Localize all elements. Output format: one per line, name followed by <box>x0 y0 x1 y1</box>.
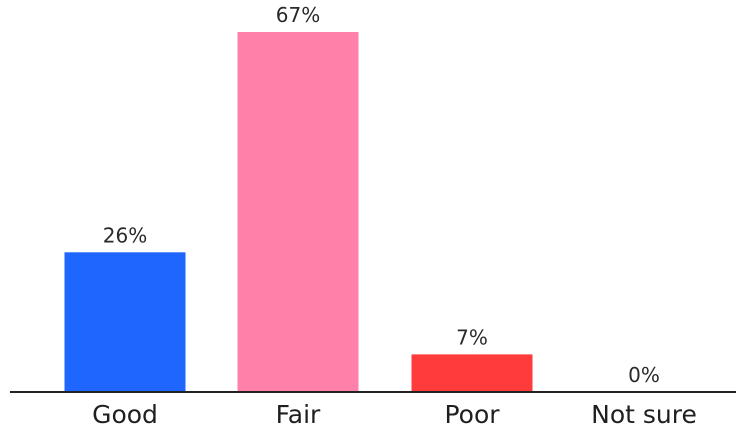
category-label-poor: Poor <box>444 400 500 429</box>
data-label-good: 26% <box>103 223 147 247</box>
data-label-fair: 67% <box>276 3 320 27</box>
bars-group <box>64 32 533 392</box>
category-label-good: Good <box>92 400 158 429</box>
category-label-fair: Fair <box>276 400 321 429</box>
category-label-not-sure: Not sure <box>591 400 697 429</box>
data-label-not-sure: 0% <box>628 363 660 387</box>
bar-poor <box>411 354 533 392</box>
data-labels-group: 26% 67% 7% 0% <box>103 3 660 387</box>
bar-good <box>64 252 186 392</box>
bar-fair <box>237 32 359 392</box>
category-labels-group: Good Fair Poor Not sure <box>92 400 697 429</box>
data-label-poor: 7% <box>456 325 488 349</box>
